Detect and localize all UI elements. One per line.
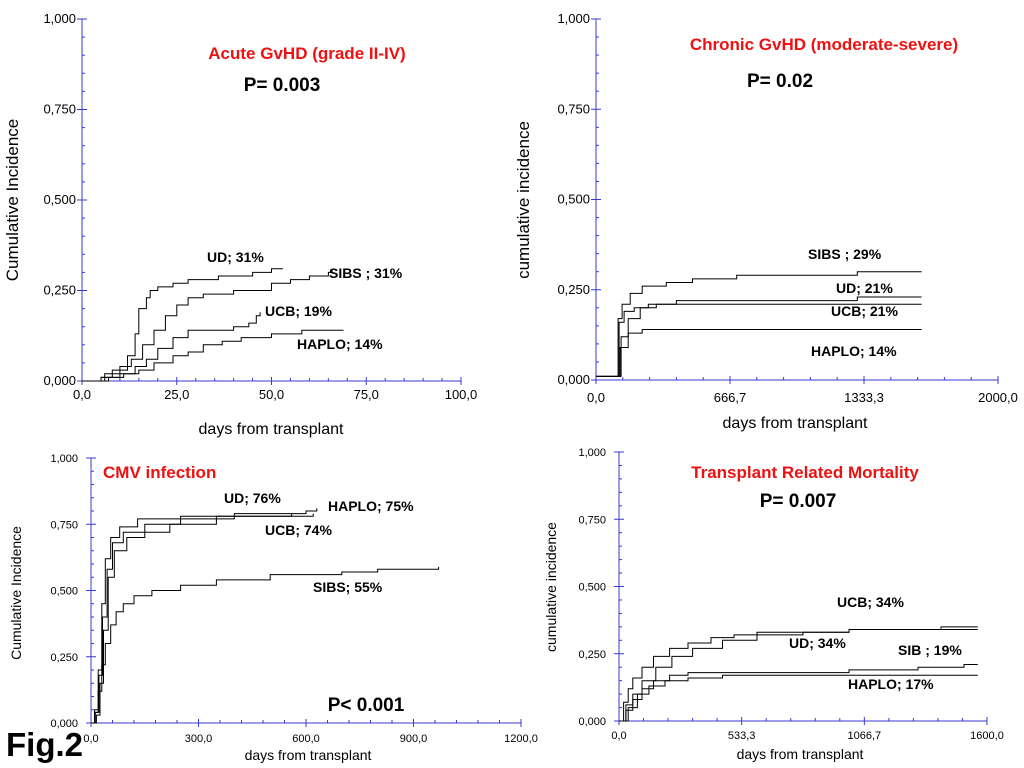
series-label-ud: UD; 31% (207, 249, 264, 265)
series-label-sibs: SIBS; 55% (313, 579, 383, 595)
chart-chronic-gvhd: Chronic GvHD (moderate-severe) P= 0.02 d… (512, 0, 1024, 440)
series-line-ud (619, 629, 978, 722)
x-tick-label: 0,0 (611, 730, 626, 742)
x-axis-label: days from transplant (199, 421, 345, 438)
y-tick-label: 1,000 (50, 453, 78, 465)
series-line-ud (82, 268, 283, 382)
series-line-sib (619, 664, 978, 722)
series-line-sibs (91, 566, 440, 724)
x-tick-label: 600,0 (292, 733, 320, 745)
chart-title: Chronic GvHD (moderate-severe) (690, 35, 958, 54)
series-label-ucb: UCB; 19% (265, 303, 332, 319)
chart-title: Transplant Related Mortality (691, 463, 919, 482)
y-axis-label: Cumulative Incidence (8, 526, 24, 660)
y-tick-label: 0,750 (578, 514, 606, 526)
x-tick-label: 300,0 (185, 733, 213, 745)
chart-title: Acute GvHD (grade II-IV) (208, 44, 405, 63)
p-value: P= 0.003 (244, 75, 321, 96)
series-line-ucb (596, 303, 922, 377)
series-label-haplo: HAPLO; 75% (328, 498, 414, 514)
x-tick-label: 2000,0 (978, 390, 1018, 405)
x-tick-label: 1066,7 (848, 730, 882, 742)
series-label-haplo: HAPLO; 17% (848, 676, 934, 692)
chart-acute-gvhd-svg: Acute GvHD (grade II-IV) P= 0.003 days f… (3, 11, 478, 438)
chart-transplant-related-mortality: Transplant Related Mortality P= 0.007 da… (545, 440, 1024, 768)
x-tick-label: 1200,0 (504, 733, 538, 745)
series-label-ucb: UCB; 21% (831, 303, 898, 319)
x-tick-label: 0,0 (587, 390, 605, 405)
y-tick-label: 0,000 (578, 716, 606, 728)
x-tick-label: 75,0 (354, 387, 379, 402)
series-label-haplo: HAPLO; 14% (297, 336, 383, 352)
y-tick-label: 0,750 (557, 101, 590, 116)
series-line-ucb (91, 513, 293, 724)
y-tick-label: 1,000 (43, 11, 76, 26)
y-tick-label: 0,000 (50, 718, 78, 730)
series-line-sibs (596, 271, 922, 377)
x-tick-label: 50,0 (259, 387, 284, 402)
series-line-haplo (91, 513, 314, 724)
p-value: P= 0.007 (760, 491, 837, 512)
y-tick-label: 0,000 (557, 372, 590, 387)
series-line-haplo (596, 329, 922, 377)
series-label-ucb: UCB; 34% (837, 594, 904, 610)
x-tick-label: 1600,0 (970, 730, 1004, 742)
series-label-haplo: HAPLO; 14% (811, 343, 897, 359)
p-value: P= 0.02 (747, 71, 813, 92)
series-label-sibs: SIBS ; 29% (808, 246, 882, 262)
y-tick-label: 1,000 (557, 11, 590, 26)
y-tick-label: 0,250 (578, 649, 606, 661)
series-line-ucb (82, 312, 261, 382)
x-tick-label: 0,0 (83, 733, 98, 745)
series-label-ucb: UCB; 74% (265, 522, 332, 538)
x-tick-label: 900,0 (400, 733, 428, 745)
y-tick-label: 0,500 (43, 192, 76, 207)
series-label-ud: UD; 34% (789, 635, 846, 651)
y-axis-label: cumulative incidence (514, 121, 533, 279)
y-tick-label: 0,250 (557, 282, 590, 297)
y-tick-label: 0,750 (50, 519, 78, 531)
series-label-sib: SIB ; 19% (898, 642, 962, 658)
figure-label: Fig.2 (6, 726, 84, 763)
y-tick-label: 0,750 (43, 102, 76, 117)
y-tick-label: 0,250 (43, 283, 76, 298)
chart-chronic-gvhd-svg: Chronic GvHD (moderate-severe) P= 0.02 d… (514, 11, 1018, 432)
x-tick-label: 0,0 (73, 387, 91, 402)
series-label-ud: UD; 21% (836, 280, 893, 296)
y-axis-label: cumulative incidence (545, 522, 559, 652)
x-tick-label: 1333,3 (844, 390, 884, 405)
y-tick-label: 0,000 (43, 373, 76, 388)
series-line-haplo (82, 329, 344, 382)
series-label-sibs: SIBS ; 31% (329, 265, 403, 281)
x-tick-label: 533,3 (728, 730, 756, 742)
y-tick-label: 0,500 (557, 192, 590, 207)
x-tick-label: 100,0 (445, 387, 478, 402)
x-axis-label: days from transplant (737, 746, 864, 762)
y-axis-label: Cumulative Incidence (3, 119, 22, 282)
chart-acute-gvhd: Acute GvHD (grade II-IV) P= 0.003 days f… (0, 0, 512, 450)
y-tick-label: 0,500 (578, 582, 606, 594)
y-tick-label: 1,000 (578, 447, 606, 459)
y-tick-label: 0,500 (50, 586, 78, 598)
series-label-ud: UD; 76% (224, 490, 281, 506)
chart-cmv-infection: CMV infection P< 0.001 days from transpl… (0, 440, 545, 768)
y-tick-label: 0,250 (50, 652, 78, 664)
x-axis-label: days from transplant (245, 747, 372, 763)
series-line-sibs (82, 268, 333, 382)
chart-trm-svg: Transplant Related Mortality P= 0.007 da… (545, 447, 1004, 762)
series-line-haplo (619, 674, 978, 722)
chart-title: CMV infection (103, 463, 216, 482)
x-axis-label: days from transplant (723, 415, 869, 432)
p-value: P< 0.001 (328, 695, 405, 716)
chart-cmv-infection-svg: CMV infection P< 0.001 days from transpl… (8, 453, 538, 763)
x-tick-label: 25,0 (164, 387, 189, 402)
series-line-ud (91, 508, 318, 724)
x-tick-label: 666,7 (714, 390, 747, 405)
